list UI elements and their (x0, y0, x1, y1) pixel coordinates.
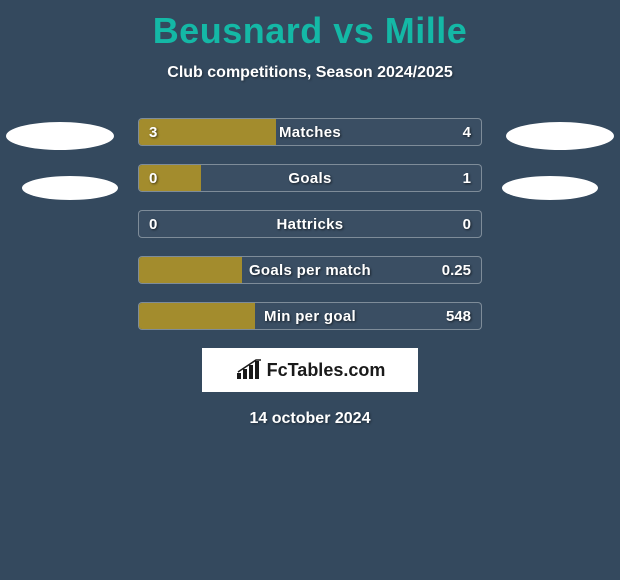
bar-label: Goals per match (139, 257, 481, 283)
brand-text: FcTables.com (267, 360, 386, 381)
comparison-chart: 3 Matches 4 0 Goals 1 0 Hattricks 0 Goal… (0, 118, 620, 428)
brand-inner: FcTables.com (235, 359, 386, 381)
bar-row: 3 Matches 4 (138, 118, 482, 146)
player-left-ellipse-2 (22, 176, 118, 200)
bar-row: Goals per match 0.25 (138, 256, 482, 284)
bar-value-right: 1 (463, 165, 471, 191)
bar-label: Matches (139, 119, 481, 145)
brand-box: FcTables.com (202, 348, 418, 392)
bar-label: Goals (139, 165, 481, 191)
bar-row: 0 Hattricks 0 (138, 210, 482, 238)
bar-value-right: 0.25 (442, 257, 471, 283)
player-left-ellipse-1 (6, 122, 114, 150)
subtitle: Club competitions, Season 2024/2025 (0, 64, 620, 82)
player-right-ellipse-1 (506, 122, 614, 150)
bar-row: 0 Goals 1 (138, 164, 482, 192)
bar-row: Min per goal 548 (138, 302, 482, 330)
page-title: Beusnard vs Mille (0, 0, 620, 52)
bar-label: Min per goal (139, 303, 481, 329)
bars-container: 3 Matches 4 0 Goals 1 0 Hattricks 0 Goal… (138, 118, 482, 330)
player-right-ellipse-2 (502, 176, 598, 200)
bar-label: Hattricks (139, 211, 481, 237)
bar-value-right: 0 (463, 211, 471, 237)
date-label: 14 october 2024 (0, 410, 620, 428)
bar-value-right: 4 (463, 119, 471, 145)
bars-icon (235, 359, 263, 381)
bar-value-right: 548 (446, 303, 471, 329)
